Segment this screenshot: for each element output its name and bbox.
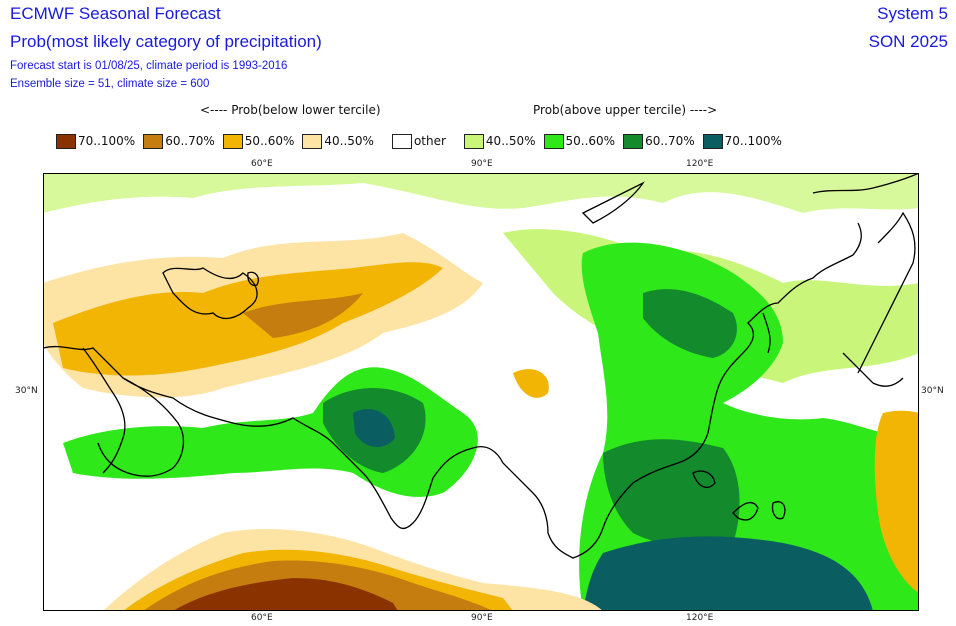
map-frame	[43, 173, 919, 611]
lon-tick-top-120e: 120°E	[686, 159, 714, 169]
chart-subtitle: Prob(most likely category of precipitati…	[10, 32, 322, 51]
legend-item: 50..60%	[543, 132, 616, 150]
lon-tick-bottom-90e: 90°E	[471, 613, 493, 623]
legend-above-header: Prob(above upper tercile) ---->	[533, 103, 718, 117]
chart-title: ECMWF Seasonal Forecast	[10, 4, 221, 23]
legend-item: 70..100%	[702, 132, 782, 150]
legend-swatch	[702, 133, 723, 149]
legend-item: 70..100%	[56, 132, 135, 150]
precipitation-map	[43, 173, 919, 611]
season-label: SON 2025	[868, 32, 948, 51]
legend-label: 50..60%	[565, 134, 616, 148]
system-label: System 5	[877, 4, 948, 23]
legend-swatch	[222, 133, 243, 149]
legend-swatch	[391, 133, 412, 149]
forecast-info: Forecast start is 01/08/25, climate peri…	[10, 60, 288, 72]
lat-tick-left-30n: 30°N	[15, 386, 38, 396]
legend-swatch	[143, 133, 164, 149]
legend-item: other	[391, 132, 446, 150]
legend-swatch	[463, 133, 484, 149]
legend-label: 70..100%	[78, 134, 136, 148]
legend-item: 60..70%	[623, 132, 695, 150]
legend-swatch	[623, 133, 644, 149]
legend-label: 70..100%	[724, 134, 782, 148]
lon-tick-top-90e: 90°E	[471, 159, 493, 169]
lat-tick-right-30n: 30°N	[921, 386, 944, 396]
legend-item: 40..50%	[463, 132, 536, 150]
coastlines	[43, 173, 919, 559]
legend-below-header: <---- Prob(below lower tercile)	[200, 103, 381, 117]
legend-label: 40..50%	[324, 134, 374, 148]
legend-label: other	[413, 134, 446, 148]
legend-swatch	[302, 133, 323, 149]
lon-tick-bottom-120e: 120°E	[686, 613, 714, 623]
legend-label: 40..50%	[485, 134, 536, 148]
legend-swatch	[56, 133, 76, 149]
lon-tick-top-60e: 60°E	[251, 159, 273, 169]
legend: 70..100% 60..70% 50..60% 40..50% other 40..50…	[56, 132, 790, 150]
legend-item: 60..70%	[143, 132, 215, 150]
legend-label: 60..70%	[165, 134, 215, 148]
legend-label: 50..60%	[244, 134, 295, 148]
ensemble-info: Ensemble size = 51, climate size = 600	[10, 78, 210, 90]
legend-item: 40..50%	[302, 132, 374, 150]
probability-shading	[43, 173, 919, 611]
legend-label: 60..70%	[645, 134, 695, 148]
lon-tick-bottom-60e: 60°E	[251, 613, 273, 623]
legend-swatch	[543, 133, 564, 149]
legend-item: 50..60%	[222, 132, 295, 150]
